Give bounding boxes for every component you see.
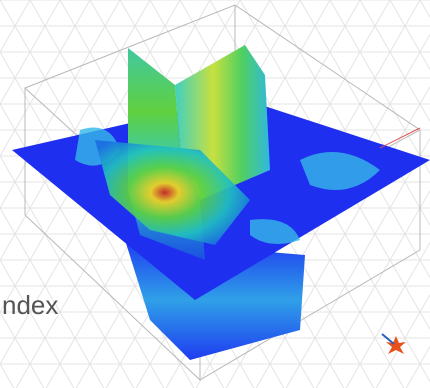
axis-line <box>379 127 421 149</box>
logo-icon <box>381 333 406 354</box>
slice-pattern <box>75 127 380 244</box>
hot-region <box>95 140 250 245</box>
caption: ndex <box>2 290 58 320</box>
